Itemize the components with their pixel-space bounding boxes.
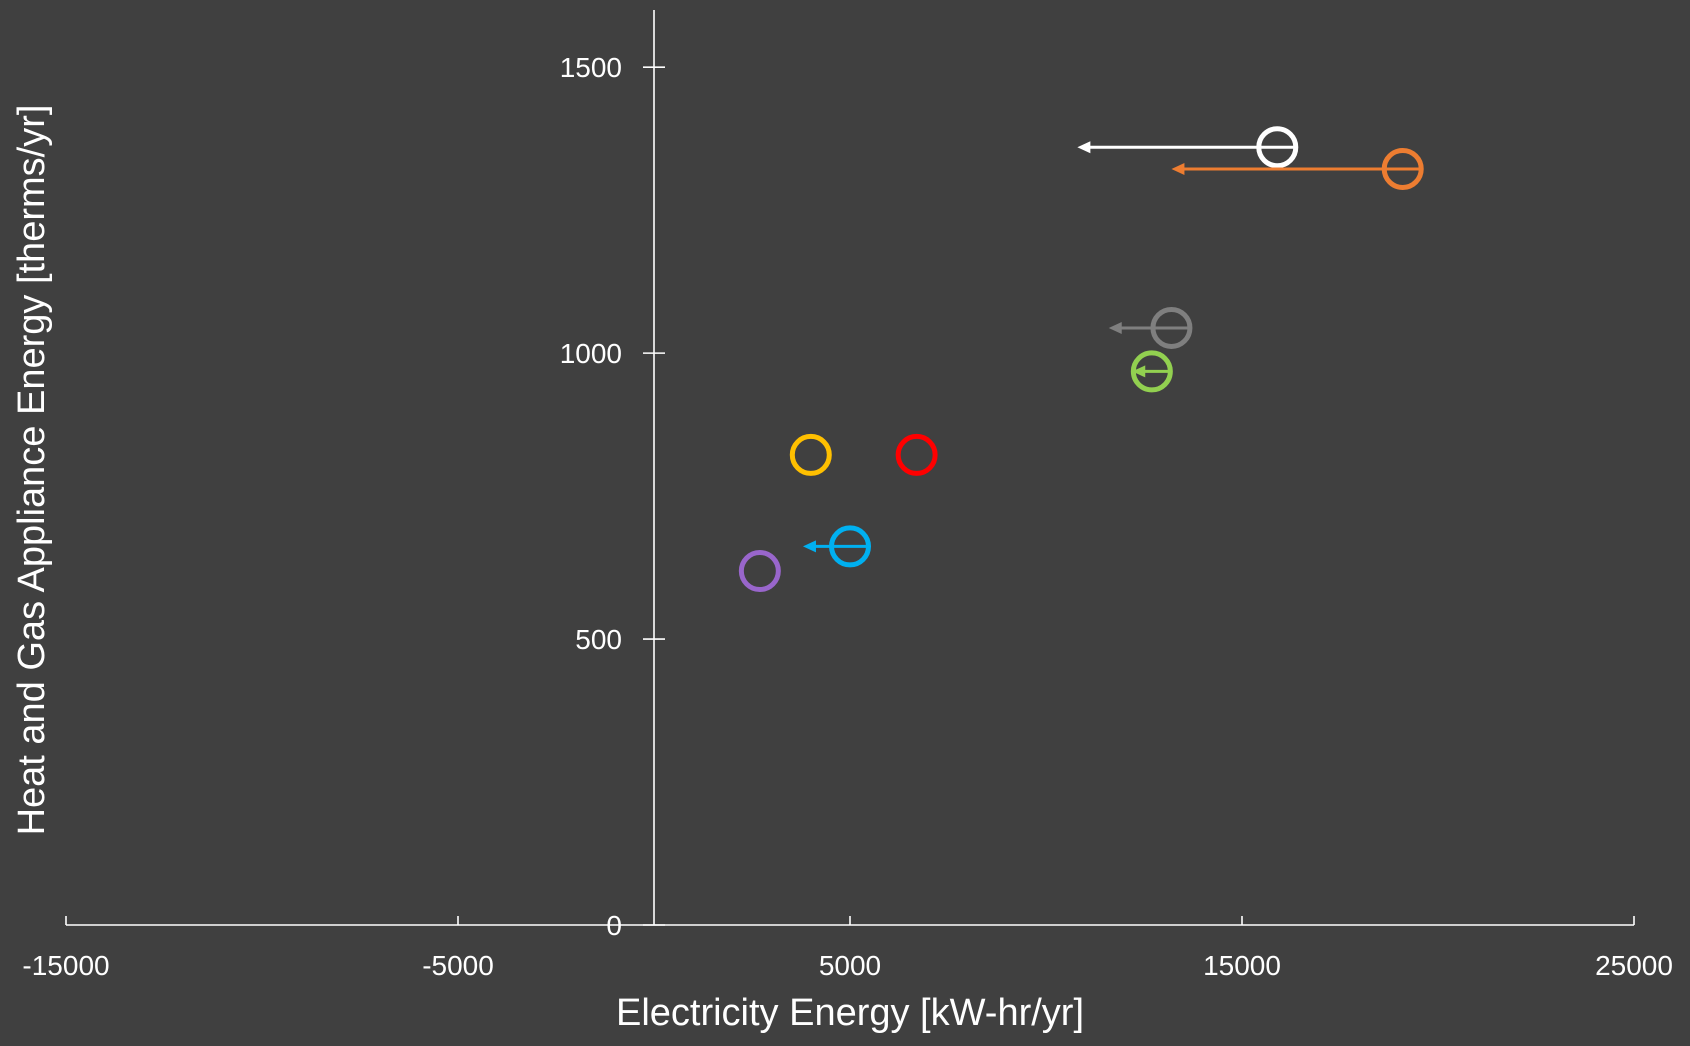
arrow-head bbox=[1108, 321, 1122, 334]
arrow-head bbox=[802, 540, 816, 553]
y-tick-label: 1000 bbox=[560, 338, 622, 369]
data-point-circle bbox=[738, 550, 781, 593]
x-tick-label: -15000 bbox=[22, 950, 109, 981]
arrow-head bbox=[1171, 162, 1185, 175]
y-tick-label: 0 bbox=[606, 910, 622, 941]
y-tick-label: 1500 bbox=[560, 52, 622, 83]
data-point-circle bbox=[1150, 306, 1193, 349]
x-tick-label: 5000 bbox=[819, 950, 881, 981]
data-point-circle bbox=[829, 525, 871, 568]
y-axis-title: Heat and Gas Appliance Energy [therms/yr… bbox=[11, 105, 53, 836]
data-point-circle bbox=[1256, 126, 1299, 169]
data-point-circle bbox=[1381, 147, 1424, 190]
x-tick-label: 25000 bbox=[1595, 950, 1673, 981]
y-tick-label: 500 bbox=[575, 624, 622, 655]
data-point-circle bbox=[789, 433, 832, 476]
x-tick-label: -5000 bbox=[422, 950, 494, 981]
data-point-circle bbox=[895, 433, 938, 476]
x-axis-title: Electricity Energy [kW-hr/yr] bbox=[616, 992, 1084, 1034]
arrow-head bbox=[1077, 141, 1091, 154]
data-marks-group bbox=[738, 126, 1424, 593]
axes-group: -15000 -5000 5000 15000 25000 0 500 1000 1500 bbox=[22, 10, 1673, 981]
data-point-circle bbox=[1130, 350, 1173, 393]
arrow-head bbox=[1132, 365, 1146, 378]
x-tick-label: 15000 bbox=[1203, 950, 1281, 981]
